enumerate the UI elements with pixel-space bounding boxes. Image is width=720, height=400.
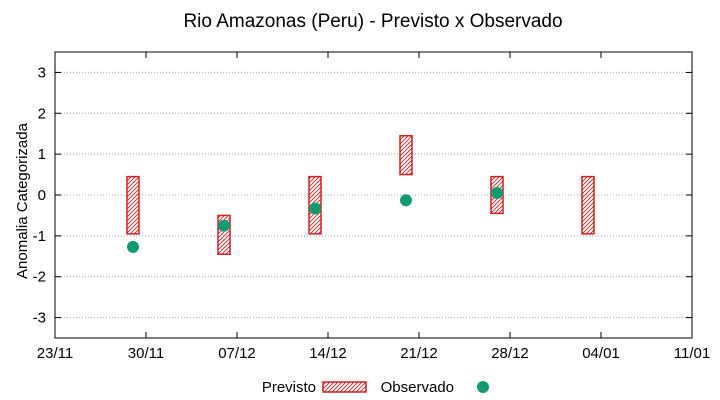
x-tick-label: 23/11 <box>37 345 73 362</box>
observado-series <box>127 186 503 253</box>
gridlines <box>55 71 692 319</box>
x-tick-label: 30/11 <box>128 345 164 362</box>
y-axis-label: Anomalia Categorizada <box>14 122 31 279</box>
y-tick-label: 1 <box>38 146 46 163</box>
observado-point <box>218 219 230 232</box>
observado-point <box>400 194 412 207</box>
legend-label-previsto: Previsto <box>262 379 316 396</box>
x-tick-label: 14/12 <box>309 345 347 362</box>
previsto-bar <box>581 175 595 235</box>
y-tick-label: -1 <box>33 228 46 245</box>
y-tick-label: -2 <box>33 269 46 286</box>
chart-title: Rio Amazonas (Peru) - Previsto x Observa… <box>183 11 562 32</box>
legend-label-observado: Observado <box>381 379 454 396</box>
x-tick-label: 21/12 <box>400 345 438 362</box>
previsto-bar <box>399 135 413 176</box>
observado-point <box>127 240 139 253</box>
x-tick-label: 04/01 <box>582 345 620 362</box>
x-tick-label: 07/12 <box>218 345 256 362</box>
y-tick-label: 0 <box>38 187 46 204</box>
y-tick-label: 2 <box>38 105 46 122</box>
observado-point <box>309 202 321 215</box>
x-tick-label: 28/12 <box>491 345 529 362</box>
legend-swatch-previsto <box>322 381 367 393</box>
y-tick-label: -3 <box>33 310 46 327</box>
y-axis: -3 -2 -1 0 1 2 3 <box>33 64 692 327</box>
x-axis: 23/11 30/11 07/12 14/12 21/12 28/12 04/01 11/01 <box>37 52 710 362</box>
legend: Previsto Observado <box>262 379 489 396</box>
legend-marker-observado <box>477 381 489 393</box>
observado-point <box>491 186 503 199</box>
y-tick-label: 3 <box>38 64 46 81</box>
x-tick-label: 11/01 <box>674 345 710 362</box>
previsto-bar <box>126 175 140 235</box>
